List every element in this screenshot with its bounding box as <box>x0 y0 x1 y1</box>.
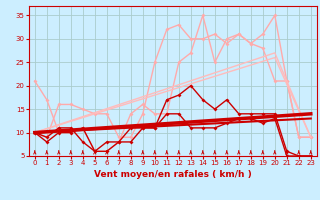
X-axis label: Vent moyen/en rafales ( km/h ): Vent moyen/en rafales ( km/h ) <box>94 170 252 179</box>
